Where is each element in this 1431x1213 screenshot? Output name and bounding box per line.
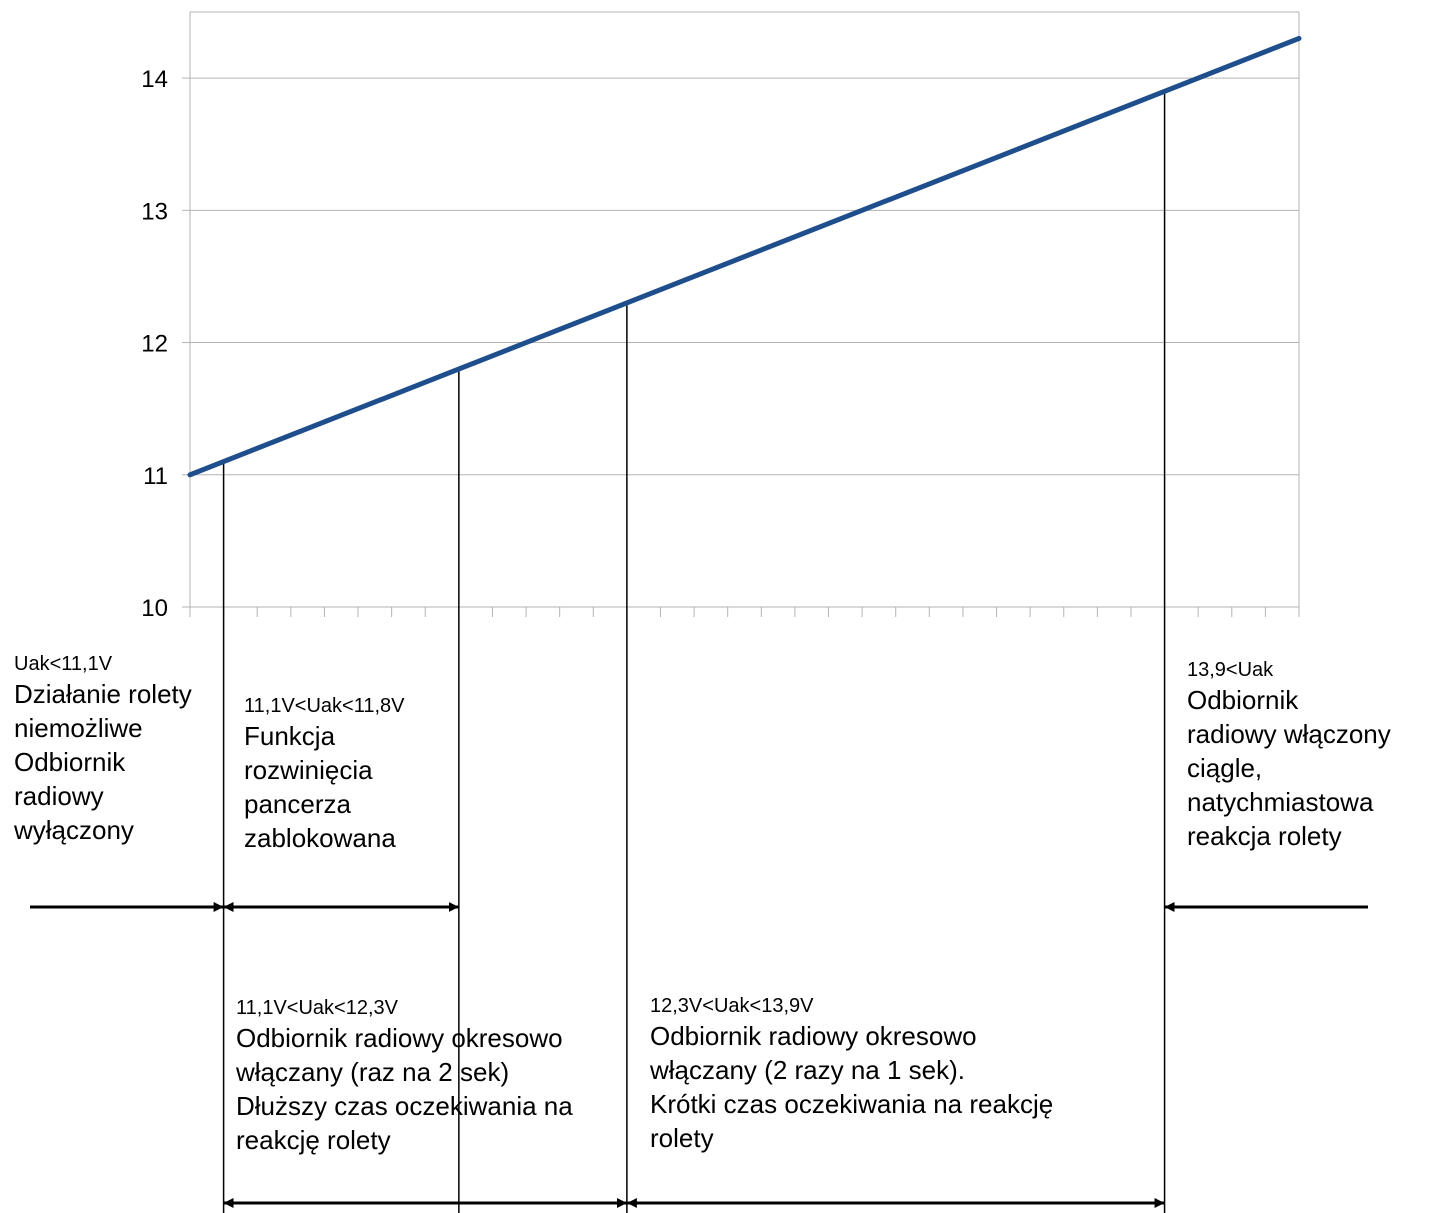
series [187,35,1302,478]
zone3-line: ciągle, [1187,753,1263,783]
y-tick-label: 10 [141,595,168,622]
voltage-line [187,35,1302,478]
zone1-line: Działanie rolety [14,679,192,709]
annotation-zone1: Uak<11,1V Działanie rolety niemożliwe Od… [14,652,192,847]
annotation-zone2: 11,1V<Uak<11,8V Funkcja rozwinięcia panc… [244,694,405,855]
y-tick-label: 13 [141,198,168,225]
y-tick-label: 14 [141,66,168,93]
zone5-line: Krótki czas oczekiwania na reakcję [650,1089,1054,1119]
y-tick-labels: 10 11 12 13 14 [141,66,168,622]
zone3-line: radiowy włączony [1187,719,1391,749]
zone4-line: Dłuższy czas oczekiwania na [236,1091,573,1121]
zone5-line: Odbiornik radiowy okresowo [650,1021,977,1051]
gridlines [190,11,1299,476]
axes [182,12,1300,617]
zone3-line: natychmiastowa [1187,787,1374,817]
zone1-line: niemożliwe [14,713,143,743]
annotation-zone5: 12,3V<Uak<13,9V Odbiornik radiowy okreso… [650,994,1053,1155]
zone4-line: włączany (raz na 2 sek) [236,1057,510,1087]
y-tick-label: 11 [143,463,168,490]
zone3-line: reakcja rolety [1187,821,1342,851]
zone4-line: reakcję rolety [236,1125,391,1155]
zone1-line: wyłączony [14,815,134,845]
zone3-line: Odbiornik [1187,685,1299,715]
zone4-line: Odbiornik radiowy okresowo [236,1023,563,1053]
zone2-line: zablokowana [244,823,396,853]
annotation-zone3: 13,9<Uak Odbiornik radiowy włączony ciąg… [1187,658,1391,853]
zone2-line: Funkcja [244,721,336,751]
y-tick-label: 12 [141,331,168,358]
zone5-line: rolety [650,1123,714,1153]
zone1-line: Odbiornik [14,747,126,777]
threshold-lines [222,91,1166,1213]
zone2-line: rozwinięcia [244,755,373,785]
zone3-header: 13,9<Uak [1187,659,1274,681]
zone5-line: włączany (2 razy na 1 sek). [650,1055,966,1085]
zone1-line: radiowy [14,781,104,811]
zone1-header: Uak<11,1V [14,653,113,675]
range-arrows [30,902,1368,1208]
zone5-header: 12,3V<Uak<13,9V [650,995,814,1017]
zone2-line: pancerza [244,789,351,819]
zone2-header: 11,1V<Uak<11,8V [244,695,405,717]
annotation-zone4: 11,1V<Uak<12,3V Odbiornik radiowy okreso… [236,996,573,1157]
zone4-header: 11,1V<Uak<12,3V [236,997,398,1019]
